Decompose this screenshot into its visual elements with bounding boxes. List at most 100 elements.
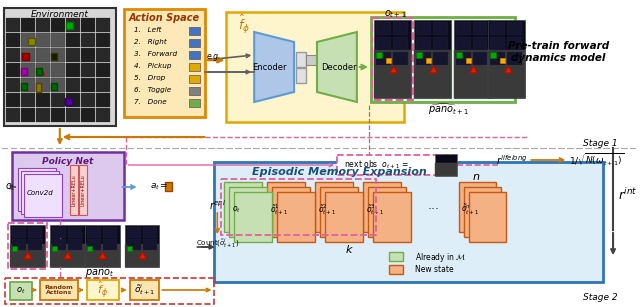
Bar [376,22,391,35]
Bar [490,52,506,65]
Text: Action Space: Action Space [129,13,200,23]
Bar [371,17,515,102]
Text: Pre-train forward
dynamics model: Pre-train forward dynamics model [508,41,609,63]
Text: $\tilde{o}^2_{t+1}$: $\tilde{o}^2_{t+1}$ [318,203,336,217]
Bar [189,51,200,59]
Bar [18,168,56,211]
Bar [21,78,35,92]
Bar [393,52,408,65]
Bar [127,239,141,250]
Bar [125,225,159,267]
Bar [214,162,603,282]
Text: Conv2d: Conv2d [26,190,53,196]
Bar [325,192,363,242]
Text: $1/\sqrt{N(\omega_{t+1})}$: $1/\sqrt{N(\omega_{t+1})}$ [568,152,623,168]
Text: $\widehat{pano}_{t+1}$: $\widehat{pano}_{t+1}$ [428,101,469,117]
Bar [433,37,447,50]
Bar [81,108,95,122]
Bar [6,93,20,107]
Bar [393,37,408,50]
Bar [36,68,42,75]
Text: 3.   Forward: 3. Forward [134,51,177,57]
Bar [68,239,82,250]
Bar [66,108,80,122]
Bar [79,165,87,215]
Bar [189,87,200,95]
Bar [373,192,411,242]
Text: Policy Net: Policy Net [42,157,93,165]
Text: Encoder: Encoder [252,63,286,72]
Bar [66,93,80,107]
Bar [456,37,470,50]
Text: $o_{t+1}$: $o_{t+1}$ [385,8,407,20]
Bar [65,98,72,105]
Bar [21,48,35,62]
Polygon shape [24,252,32,259]
Bar [51,18,65,32]
Bar [36,33,50,47]
Text: $o_t$: $o_t$ [16,286,26,296]
Bar [12,239,26,250]
Bar [166,182,172,191]
Bar [458,182,497,232]
Text: 7.   Done: 7. Done [134,99,166,105]
Bar [96,63,109,77]
Bar [21,108,35,122]
Bar [51,48,65,62]
Text: $a_t =$: $a_t =$ [150,182,168,192]
Text: $\tilde{o}^i_{t+1}$: $\tilde{o}^i_{t+1}$ [134,282,155,297]
Polygon shape [254,32,294,102]
Bar [36,63,50,77]
Polygon shape [470,66,477,73]
Polygon shape [37,68,45,75]
Bar [488,50,525,98]
Text: e.g.: e.g. [207,52,221,60]
Bar [87,239,100,250]
Bar [4,8,116,126]
Text: 1.   Left: 1. Left [134,27,161,33]
Bar [488,20,525,98]
Bar [36,93,50,107]
Bar [125,244,159,267]
Bar [10,225,45,267]
Bar [21,171,59,214]
Bar [52,227,66,238]
Bar [5,278,214,304]
Text: 6.   Toggle: 6. Toggle [134,87,171,93]
Bar [52,239,66,250]
Bar [51,78,65,92]
Bar [21,33,35,47]
Bar [21,48,35,62]
Bar [21,18,35,32]
Bar [372,18,413,100]
Bar [374,20,411,98]
Text: $\tilde{o}^1_{t+1}$: $\tilde{o}^1_{t+1}$ [270,203,288,217]
Bar [416,52,431,65]
Bar [229,187,267,237]
Bar [96,18,109,32]
Bar [472,22,488,35]
Bar [96,33,109,47]
Bar [66,48,80,62]
Bar [337,155,454,175]
Bar [454,50,490,98]
Bar [456,52,461,58]
Bar [433,22,447,35]
Bar [6,48,20,62]
Bar [84,225,120,267]
Bar [376,52,382,58]
Bar [66,78,80,92]
Bar [28,38,35,45]
Bar [416,22,431,35]
Text: $\tilde{o}^3_{t+1}$: $\tilde{o}^3_{t+1}$ [365,203,384,217]
Text: Environment: Environment [31,10,89,18]
Bar [472,37,488,50]
Bar [10,244,45,267]
Bar [36,108,50,122]
Bar [315,182,353,232]
Bar [12,246,17,251]
Bar [426,58,431,63]
Bar [21,63,35,77]
Bar [490,37,506,50]
Polygon shape [429,66,438,73]
